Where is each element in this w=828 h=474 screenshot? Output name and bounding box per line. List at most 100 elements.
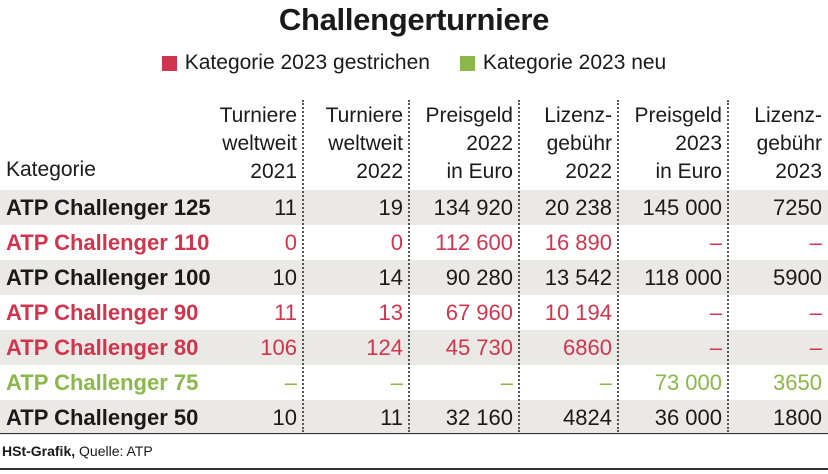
column-divider [408,100,410,432]
cell-p2022: 134 920 [433,195,513,220]
cell-t2022: 14 [378,265,403,290]
cell-l2022: – [599,370,612,395]
cell-t2021: 106 [260,335,297,360]
cell-t2022: 0 [390,230,403,255]
cell-l2023: – [809,230,822,255]
chart-title: Challengerturniere [278,2,550,37]
column-header-t2022: Turniere weltweit 2022 [326,100,403,186]
cell-p2023: 73 000 [654,370,722,395]
column-header-line: weltweit [222,132,297,155]
cell-t2021: 11 [274,300,297,325]
cell-p2023: 36 000 [654,405,722,430]
table-row: ATP Challenger 50 10 11 32 160 4824 36 000 180… [0,400,828,435]
cell-p2022: 45 730 [445,335,513,360]
cell-t2021: 11 [274,195,297,220]
column-header-line: gebühr [756,132,822,155]
cell-l2023: 3650 [773,370,822,395]
column-header-t2021: Turniere weltweit 2021 [220,100,297,186]
row-category: ATP Challenger 50 [6,405,199,430]
cell-p2022: 32 160 [445,405,513,430]
column-header-line: Preisgeld [634,104,722,127]
cell-t2022: – [390,370,403,395]
column-header-line: 2022 [565,160,612,183]
table-row: ATP Challenger 80 106 124 45 730 6860 – – [0,330,828,365]
cell-t2021: – [284,370,297,395]
cell-t2022: 11 [380,405,403,430]
column-header-l2022: Lizenz-gebühr 2022 [544,100,612,186]
cell-l2022: 20 238 [544,195,612,220]
column-header-l2023: Lizenz-gebühr 2023 [754,100,822,186]
column-divider [727,100,729,432]
cell-p2022: – [500,370,513,395]
cell-l2022: 6860 [563,335,612,360]
column-header-line: in Euro [446,160,513,183]
cell-p2023: – [709,300,722,325]
cell-p2023: 118 000 [644,265,722,290]
legend-item-new: Kategorie 2023 neu [459,51,667,75]
cell-l2023: – [809,335,822,360]
table-row: ATP Challenger 100 10 14 90 280 13 542 118 00… [0,260,828,295]
cell-l2022: 16 890 [544,230,612,255]
table-row: ATP Challenger 75 – – – – 73 000 3650 [0,365,828,400]
column-header-line: Lizenz- [754,104,822,127]
legend-label-new: Kategorie 2023 neu [482,51,667,74]
legend-swatch-new [459,55,475,71]
cell-l2023: – [809,300,822,325]
cell-l2023: 7250 [773,195,822,220]
bottom-divider [0,468,828,470]
column-header-p2023: Preisgeld 2023 in Euro [634,100,722,186]
column-header-line: gebühr [546,132,612,155]
footer-divider [0,433,828,434]
cell-p2022: 67 960 [445,300,513,325]
table-row: ATP Challenger 125 11 19 134 920 20 238 145 0… [0,190,828,225]
column-header-line: Preisgeld [425,104,513,127]
row-category: ATP Challenger 125 [6,195,211,220]
row-category: ATP Challenger 80 [6,335,199,360]
cell-l2022: 10 194 [544,300,612,325]
cell-t2021: 10 [272,265,297,290]
column-divider [518,100,520,432]
cell-t2022: 124 [366,335,403,360]
cell-t2022: 13 [378,300,403,325]
cell-p2023: 145 000 [642,195,722,220]
table-row: ATP Challenger 110 0 0 112 600 16 890 – – [0,225,828,260]
cell-l2022: 4824 [563,405,612,430]
row-category: ATP Challenger 110 [6,230,210,255]
row-category: ATP Challenger 75 [6,370,199,395]
cell-l2022: 13 542 [544,265,612,290]
column-header-line: 2023 [675,132,722,155]
cell-l2023: 5900 [773,265,822,290]
legend-label-removed: Kategorie 2023 gestrichen [184,51,430,74]
table-row: ATP Challenger 90 11 13 67 960 10 194 – – [0,295,828,330]
column-header-line: 2023 [775,160,822,183]
cell-p2023: – [709,335,722,360]
cell-t2022: 19 [378,195,403,220]
cell-t2021: 0 [284,230,297,255]
column-header-line: weltweit [328,132,403,155]
legend: Kategorie 2023 gestrichen Kategorie 2023… [0,50,828,76]
column-header-kategorie: Kategorie [6,158,96,181]
column-header-p2022: Preisgeld 2022 in Euro [425,100,513,186]
column-divider [617,100,619,432]
legend-swatch-removed [161,55,177,71]
legend-item-removed: Kategorie 2023 gestrichen [161,51,430,75]
cell-t2021: 10 [272,405,297,430]
row-category: ATP Challenger 100 [6,265,211,290]
column-header-line: 2022 [356,160,403,183]
column-header-line: Lizenz- [544,104,612,127]
column-header-line: 2021 [250,160,297,183]
column-header-line: Turniere [325,104,403,127]
column-header-line: 2022 [466,132,513,155]
cell-p2022: 90 280 [445,265,513,290]
column-header-line: in Euro [655,160,722,183]
source-text: Quelle: ATP [79,443,153,459]
row-category: ATP Challenger 90 [6,300,199,325]
column-divider [302,100,304,432]
source-credit: HSt-Grafik, [2,443,76,459]
cell-l2023: 1800 [773,405,822,430]
cell-p2022: 112 600 [435,230,513,255]
cell-p2023: – [709,230,722,255]
table-header: Kategorie Turniere weltweit 2021 Turniere we… [0,100,828,186]
source-note: HSt-Grafik, Quelle: ATP [2,443,153,459]
column-header-line: Turniere [219,104,297,127]
